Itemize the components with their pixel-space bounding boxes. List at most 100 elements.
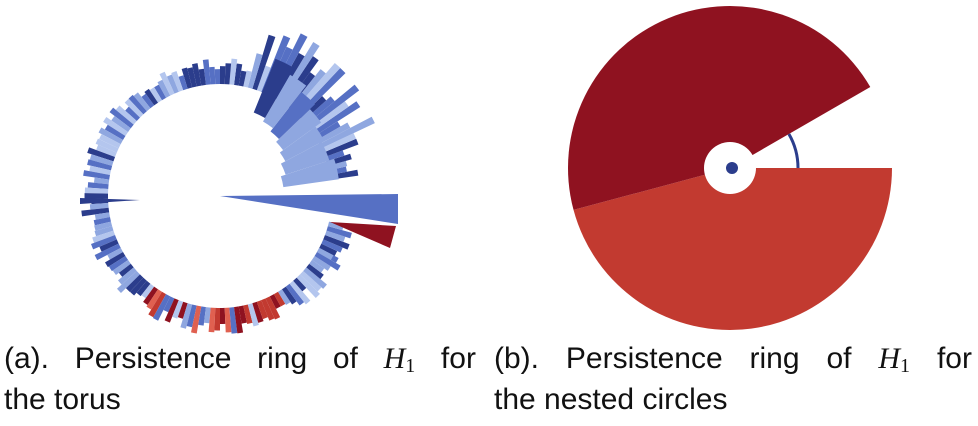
ring-segment [323,235,350,250]
ring-segment [163,296,175,313]
ring-segment [125,106,140,122]
ring-segment [159,71,175,96]
ring-segment [141,93,155,109]
ring-segment [154,84,167,101]
ring-segment [202,59,211,85]
large-persistence-wedge-lower [573,168,892,330]
ring-segment [83,170,110,180]
ring-segment [303,267,327,289]
center-dot [726,162,738,174]
ring-segment [285,283,305,306]
ring-segment [93,216,111,226]
ring-segment [309,101,349,133]
ring-segment [180,303,193,329]
ring-segment [326,226,352,239]
ring-segment [95,138,119,153]
caption-a-word-of: of [332,342,358,375]
caption-b-line1: (b). Persistence ring of H1 for [494,342,972,383]
ring-segment [125,274,144,292]
ring-segment [164,298,179,323]
ring-segment [220,307,226,324]
ring-segment [186,304,197,328]
ring-segment [191,63,202,87]
ring-segment [191,305,202,334]
ring-segment [89,154,114,166]
ring-segment [128,94,147,115]
ring-segment [203,307,211,324]
ring-segment [89,165,111,176]
persistence-ring-torus [80,33,398,334]
ring-segment [247,53,263,89]
ring-segment [198,68,206,86]
ring-segment [208,307,216,333]
fan-bar [270,91,315,140]
ring-segment [146,289,162,310]
long-persistence-bar [220,194,398,224]
fan-bar [263,74,307,129]
ring-segment [324,230,346,242]
fan-bar [276,109,322,151]
ring-segment [234,306,244,334]
ring-segment [323,138,359,157]
ring-segment [214,307,220,331]
caption-a-line1: (a). Persistence ring of H1 for [4,342,476,383]
ring-segment [247,303,259,327]
ring-segment [130,277,147,296]
caption-b-word-of: of [826,342,852,375]
ring-segment [152,294,171,321]
caption-a: (a). Persistence ring of H1 for the toru… [4,342,476,417]
caption-b: (b). Persistence ring of H1 for the nest… [494,342,972,417]
ring-segment [171,71,184,92]
caption-a-homology-symbol: H1 [383,342,416,377]
ring-segment [256,65,271,92]
ring-segment [109,107,134,129]
ring-segment [87,147,116,162]
ring-segment [91,235,117,250]
ring-segment [293,277,307,292]
caption-b-line2: the nested circles [494,383,728,416]
ring-segment [252,301,264,323]
ring-segment [84,193,109,199]
ring-segment [116,270,140,293]
caption-b-word-persistence: Persistence [565,342,723,375]
ring-segment [256,300,268,320]
ring-segment [87,182,109,189]
ring-segment [224,63,232,85]
ring-segment [314,252,341,271]
ring-segment [281,286,297,305]
ring-segment [187,67,197,88]
fan-bar [280,142,330,175]
ring-segment [311,101,361,136]
ring-segment [148,291,167,318]
ring-segment [214,69,220,85]
ring-segment [316,122,351,145]
ring-segment [144,88,159,106]
ring-segment [117,267,137,285]
ring-segment [229,307,238,334]
ring-segment [141,283,155,299]
ring-segment [178,75,188,91]
caption-b-word-ring: ring [749,342,800,375]
fan-bar [279,126,325,162]
ring-segment [84,187,109,194]
ring-segment [172,300,184,319]
ring-segment [321,239,343,253]
ring-segment [94,243,121,261]
ring-segment [112,259,131,275]
ring-segment [81,207,110,217]
caption-a-word-ring: ring [257,342,308,375]
ring-segment [300,270,322,292]
ring-segment [94,221,113,231]
ring-segment [89,203,109,210]
ring-segment [143,286,159,305]
ring-segment [265,296,281,320]
ring-segment [306,84,360,129]
ring-segment [149,87,162,103]
ring-segment [273,291,286,307]
ring-segment [104,124,126,140]
ring-segment [93,177,110,185]
ring-segment [278,289,291,305]
ring-segment [87,159,113,171]
ring-segment [166,74,179,94]
short-feature-arc [787,133,800,169]
